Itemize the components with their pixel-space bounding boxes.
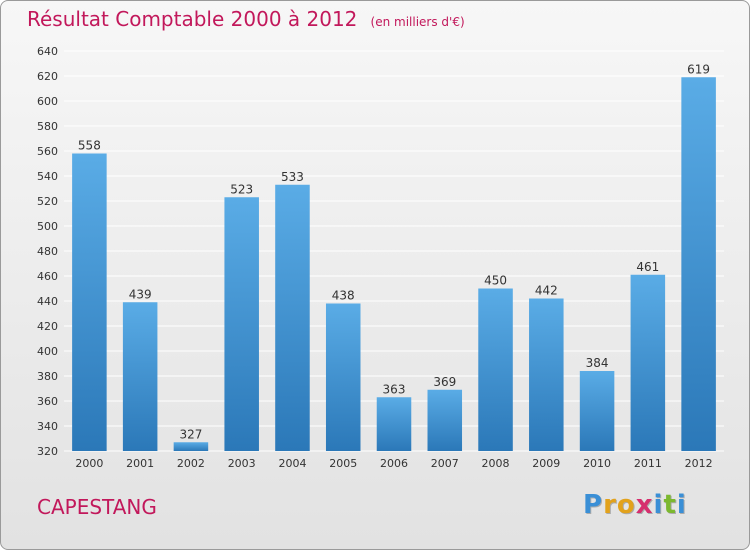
x-tick-label: 2002 xyxy=(177,457,205,470)
x-tick-label: 2006 xyxy=(380,457,408,470)
bar-2007 xyxy=(427,389,463,451)
brand-letter: r xyxy=(603,490,617,520)
data-label: 369 xyxy=(433,375,456,389)
y-tick-label: 480 xyxy=(37,245,58,258)
y-axis-ticks: 320 340 360 380 400 420 440 460 480 500 520 540 560 5… xyxy=(37,45,58,458)
y-tick-label: 400 xyxy=(37,345,58,358)
brand-letter: P xyxy=(583,490,604,520)
brand-letter: i xyxy=(653,490,664,520)
data-label: 533 xyxy=(281,170,304,184)
y-tick-label: 460 xyxy=(37,270,58,283)
y-tick-label: 560 xyxy=(37,145,58,158)
brand-logo: Proxiti xyxy=(583,490,687,520)
x-tick-label: 2010 xyxy=(583,457,611,470)
bar-2003 xyxy=(224,197,259,451)
y-tick-label: 620 xyxy=(37,70,58,83)
y-tick-label: 520 xyxy=(37,195,58,208)
bar-2008 xyxy=(478,288,513,451)
data-label: 438 xyxy=(332,289,355,303)
bar-2012 xyxy=(681,77,716,451)
y-tick-label: 380 xyxy=(37,370,58,383)
x-tick-label: 2008 xyxy=(482,457,510,470)
y-tick-label: 540 xyxy=(37,170,58,183)
y-tick-label: 500 xyxy=(37,220,58,233)
brand-letter: t xyxy=(663,490,677,520)
data-label: 363 xyxy=(383,382,406,396)
city-name: CAPESTANG xyxy=(37,495,157,519)
y-tick-label: 640 xyxy=(37,45,58,58)
bar-2009 xyxy=(529,298,564,451)
data-label: 461 xyxy=(636,260,659,274)
data-label: 558 xyxy=(78,139,101,153)
bar-2005 xyxy=(325,303,361,451)
data-label: 450 xyxy=(484,274,507,288)
title-row: Résultat Comptable 2000 à 2012 (en milli… xyxy=(27,7,465,31)
data-label: 439 xyxy=(129,287,152,301)
x-tick-label: 2009 xyxy=(532,457,560,470)
y-tick-label: 320 xyxy=(37,445,58,458)
y-tick-label: 420 xyxy=(37,320,58,333)
y-tick-label: 360 xyxy=(37,395,58,408)
x-tick-label: 2007 xyxy=(431,457,459,470)
bar-2004 xyxy=(275,184,310,451)
brand-letter: x xyxy=(635,490,654,520)
x-axis-ticks: 2000 2001 2002 2003 2004 2005 2006 2007 2008 2009… xyxy=(75,457,712,470)
data-label: 327 xyxy=(179,427,202,441)
bars xyxy=(72,77,716,451)
x-tick-label: 2003 xyxy=(228,457,256,470)
chart-subtitle: (en milliers d'€) xyxy=(370,15,465,29)
bar-2001 xyxy=(122,302,158,451)
data-label: 523 xyxy=(230,182,253,196)
y-tick-label: 600 xyxy=(37,95,58,108)
y-tick-label: 580 xyxy=(37,120,58,133)
y-tick-label: 440 xyxy=(37,295,58,308)
data-label: 442 xyxy=(535,284,558,298)
bar-2010 xyxy=(579,371,615,451)
x-tick-label: 2000 xyxy=(75,457,103,470)
x-tick-label: 2004 xyxy=(278,457,306,470)
x-tick-label: 2005 xyxy=(329,457,357,470)
chart-title: Résultat Comptable 2000 à 2012 xyxy=(27,7,358,31)
brand-letter: o xyxy=(616,490,636,520)
bar-2011 xyxy=(630,274,666,451)
data-labels: 558 439 327 523 533 438 363 369 450 442 384 461 619 xyxy=(78,62,710,441)
bar-2002 xyxy=(173,442,209,451)
brand-letter: i xyxy=(676,490,687,520)
bar-2000 xyxy=(72,153,107,451)
data-label: 619 xyxy=(687,62,710,76)
bar-2006 xyxy=(376,397,412,451)
x-tick-label: 2011 xyxy=(634,457,662,470)
x-tick-label: 2001 xyxy=(126,457,154,470)
y-tick-label: 340 xyxy=(37,420,58,433)
x-tick-label: 2012 xyxy=(685,457,713,470)
data-label: 384 xyxy=(586,356,609,370)
